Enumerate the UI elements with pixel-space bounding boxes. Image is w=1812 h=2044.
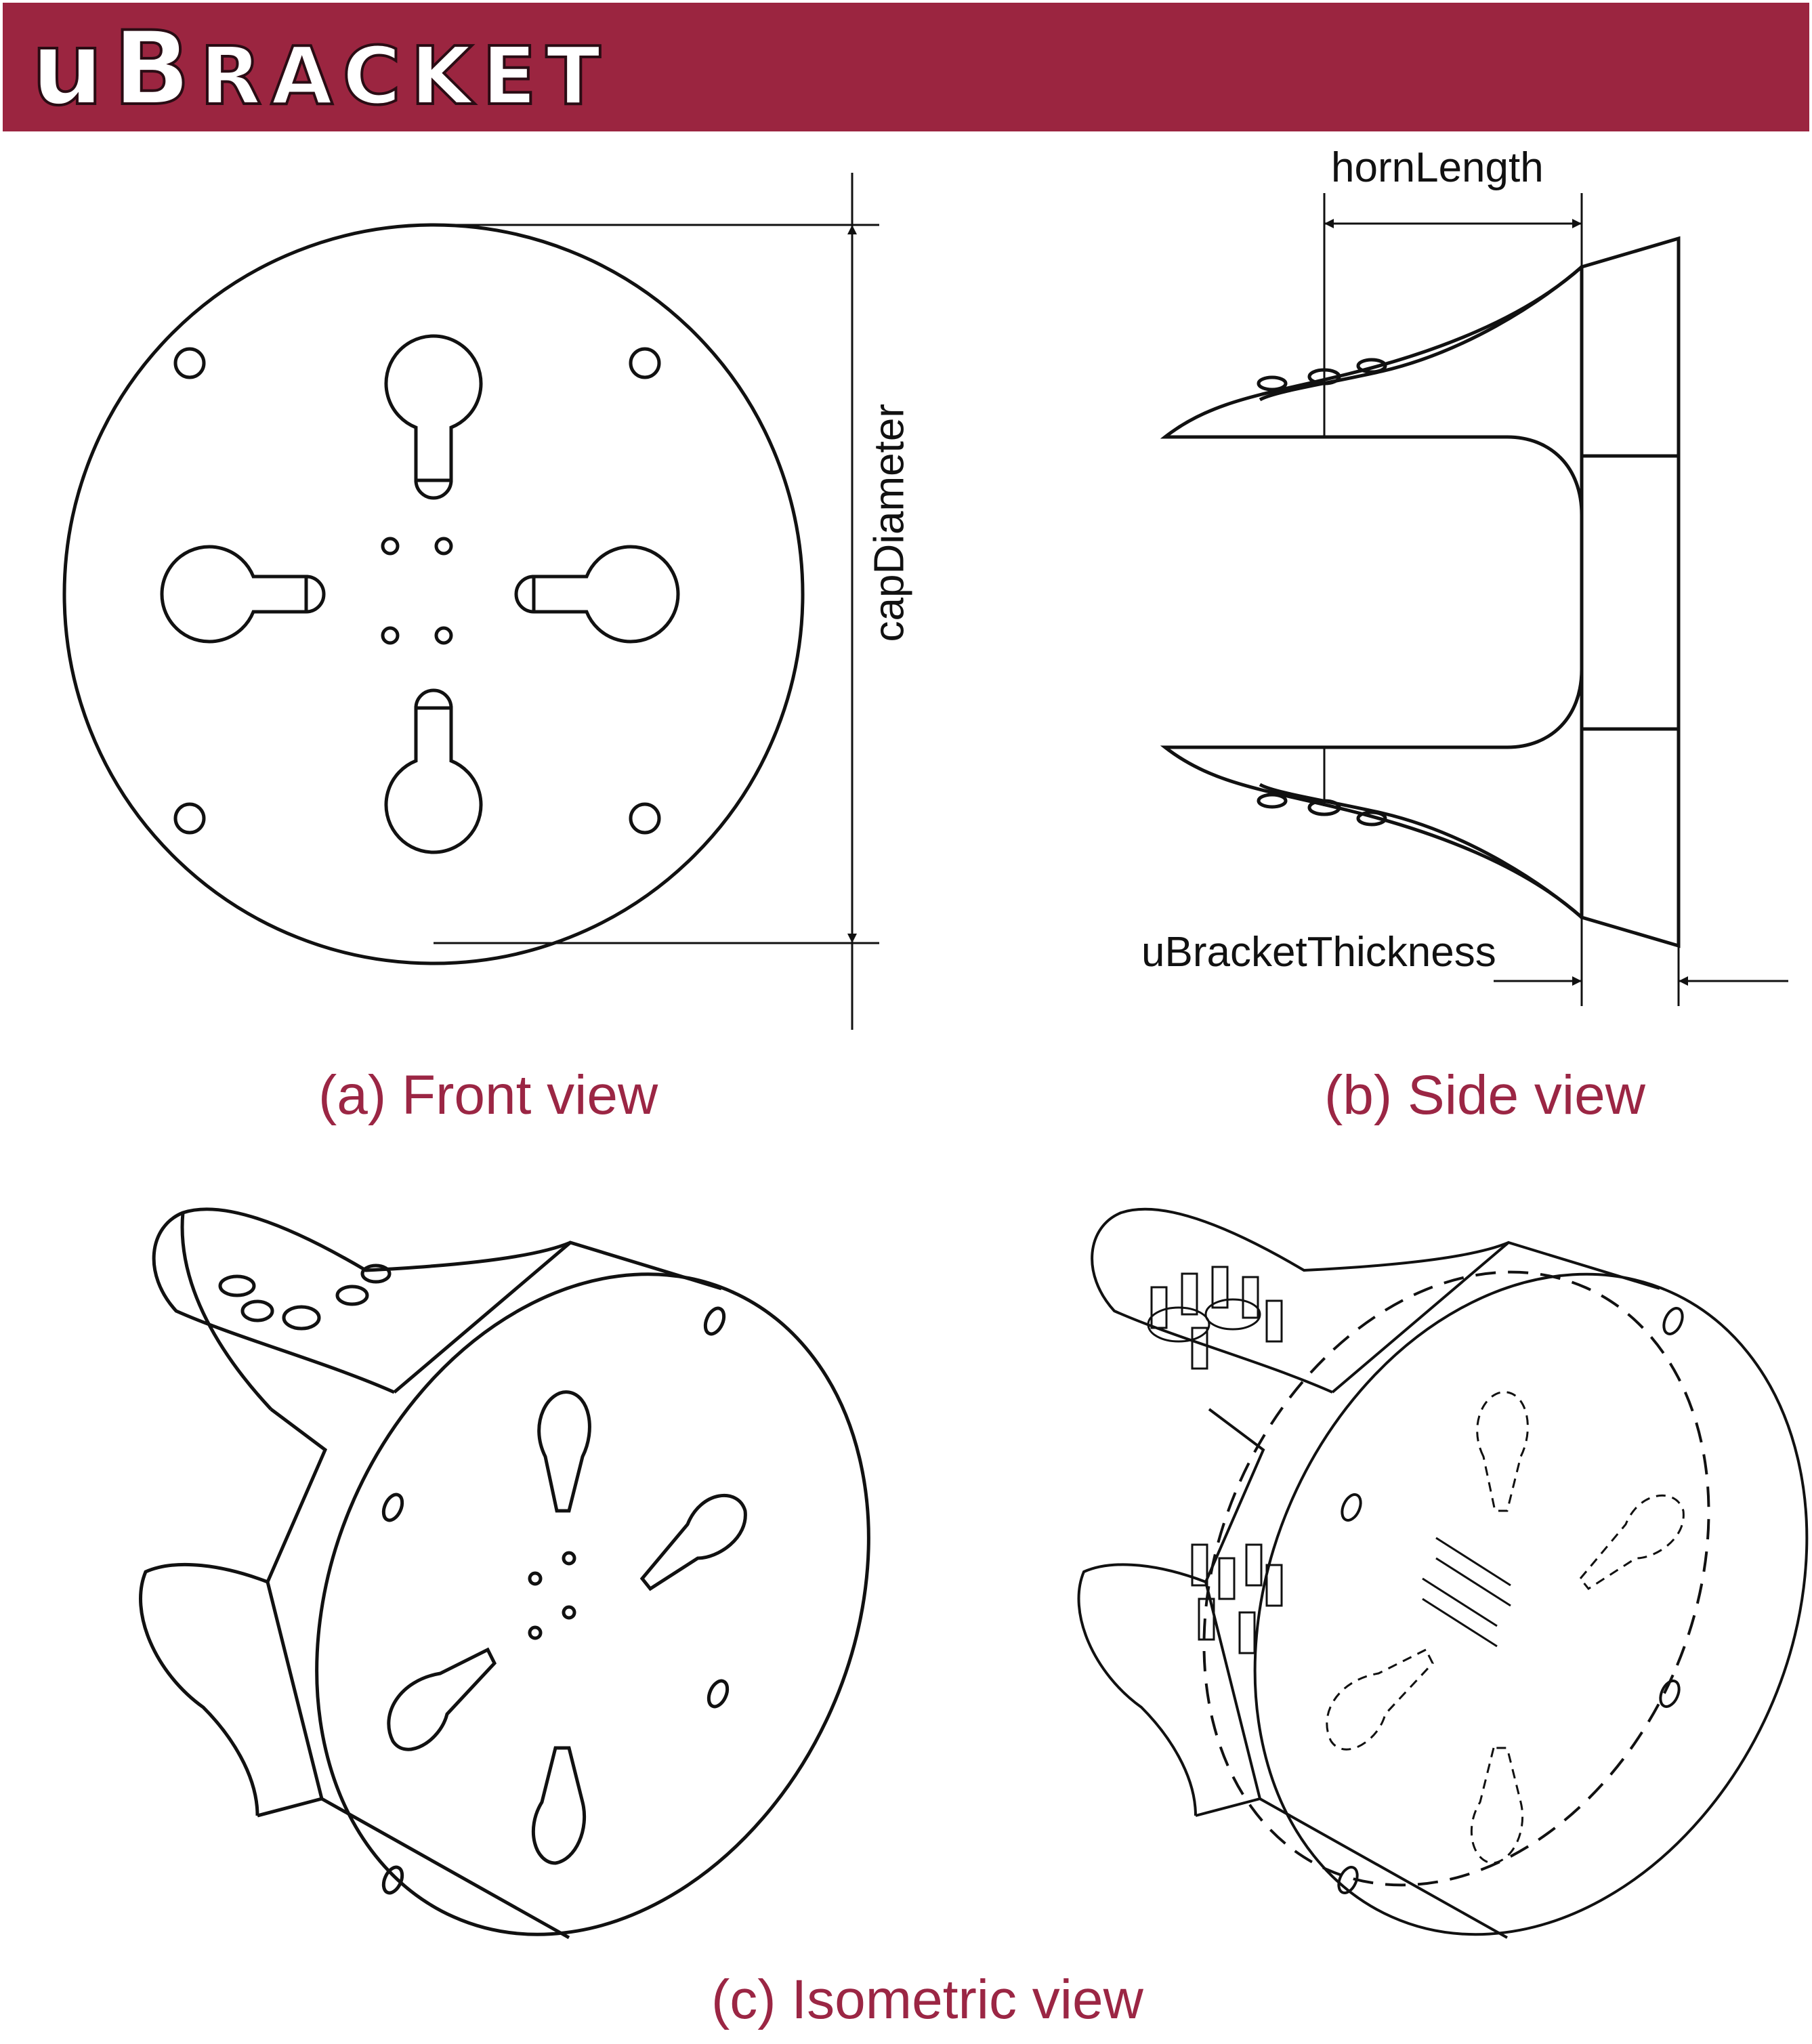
keyhole-bottom xyxy=(384,688,483,854)
upper-horn-outline xyxy=(1160,266,1584,516)
iso-keyhole-left xyxy=(387,1647,497,1751)
front-view xyxy=(62,173,879,1030)
iso2-hidden-screws-upper xyxy=(1147,1266,1283,1370)
caption-front-view: (a) Front view xyxy=(318,1064,658,1126)
iso-side-band xyxy=(257,1408,328,1818)
iso2-hidden-screws-lower xyxy=(1191,1543,1283,1654)
iso-keyhole-right xyxy=(639,1494,747,1591)
iso2-upper-horn xyxy=(1091,1207,1509,1394)
iso-horn-hole-5 xyxy=(360,1264,392,1284)
iso-upper-horn xyxy=(152,1207,571,1394)
keyhole-left xyxy=(160,545,326,644)
corner-hole-top-right xyxy=(629,347,661,379)
lower-horn-inner-edge xyxy=(1259,783,1583,919)
plate-outline xyxy=(1580,236,1681,948)
lower-horn-outline xyxy=(1160,669,1584,919)
banner-background xyxy=(3,3,1809,131)
iso-corner-hole-4 xyxy=(381,1865,404,1895)
banner-title-u: u xyxy=(30,10,113,128)
iso2-corner-hole-1 xyxy=(1662,1307,1684,1335)
lower-horn-hole-1 xyxy=(1257,793,1288,809)
iso2-corner-hole-4 xyxy=(1341,1493,1362,1522)
iso-upper-horn-inner xyxy=(180,1212,272,1411)
iso-center-hole-1 xyxy=(562,1551,576,1566)
iso2-lower-horn xyxy=(1077,1563,1206,1816)
iso-center-hole-4 xyxy=(528,1625,543,1640)
iso-horn-hole-4 xyxy=(335,1285,369,1306)
caption-side-view: (b) Side view xyxy=(1324,1064,1645,1126)
iso2-corner-hole-2 xyxy=(1659,1680,1681,1708)
side-view xyxy=(1160,193,1788,1006)
iso-corner-hole-1 xyxy=(703,1306,726,1336)
corner-hole-bottom-left xyxy=(173,802,206,835)
center-hole-2 xyxy=(434,537,453,556)
corner-hole-top-left xyxy=(173,347,206,379)
caption-isometric-view: (c) Isometric view xyxy=(711,1969,1143,2030)
iso-center-hole-2 xyxy=(528,1571,543,1586)
iso-corner-hole-2 xyxy=(707,1679,730,1709)
center-hole-4 xyxy=(434,626,453,645)
iso2-cap-disc-front xyxy=(1253,1272,1809,1936)
iso2-hidden-keyholes xyxy=(1326,1391,1685,1864)
iso2-side-band xyxy=(1195,1408,1265,1817)
iso-center-hole-3 xyxy=(562,1605,576,1620)
iso-corner-hole-3 xyxy=(381,1493,404,1522)
keyhole-right xyxy=(514,545,680,644)
isometric-solid xyxy=(139,1207,870,1940)
banner-title-rest: RACKET xyxy=(198,28,610,124)
center-hole-3 xyxy=(381,626,400,645)
corner-hole-bottom-right xyxy=(629,802,661,835)
iso2-corner-hole-3 xyxy=(1337,1866,1359,1894)
iso2-cap-disc-back xyxy=(1202,1270,1710,1887)
upper-horn-hole-3 xyxy=(1356,358,1387,374)
keyhole-top xyxy=(384,334,483,500)
banner-title: uBRACKET xyxy=(30,17,610,124)
iso-horn-hole-2 xyxy=(240,1299,274,1322)
iso-cap-disc-front xyxy=(315,1272,870,1936)
iso-keyhole-top xyxy=(537,1390,591,1513)
lower-horn-hole-3 xyxy=(1356,810,1387,827)
iso2-inner-rods xyxy=(1422,1537,1511,1648)
center-hole-1 xyxy=(381,537,400,556)
upper-horn-hole-1 xyxy=(1257,375,1288,392)
banner-title-b: B xyxy=(112,10,201,128)
iso-keyhole-bottom xyxy=(531,1746,587,1865)
isometric-transparent xyxy=(1077,1207,1809,1939)
upper-horn-inner-edge xyxy=(1259,266,1583,402)
title-banner: uBRACKET xyxy=(3,3,1809,131)
iso-lower-horn xyxy=(139,1562,268,1816)
iso-plate-edge xyxy=(266,1240,722,1940)
cap-diameter-label: capDiameter xyxy=(866,404,913,642)
iso-horn-hole-3 xyxy=(282,1305,321,1331)
thickness-label: uBracketThickness xyxy=(1141,929,1496,976)
iso-horn-hole-1 xyxy=(218,1274,256,1297)
horn-length-label: hornLength xyxy=(1331,144,1544,191)
